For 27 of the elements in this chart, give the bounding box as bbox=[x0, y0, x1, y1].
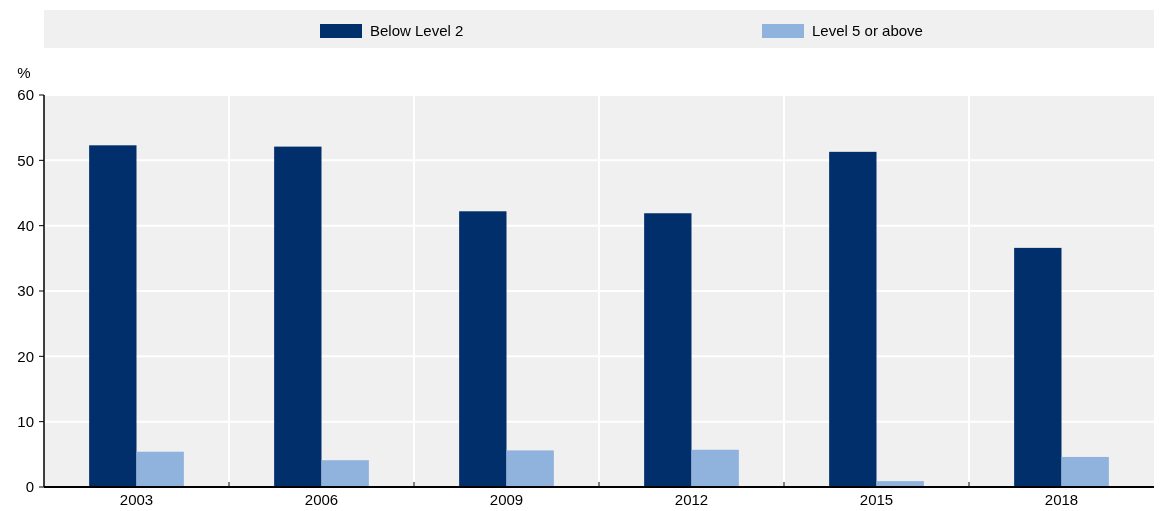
bar bbox=[1014, 247, 1062, 487]
bar bbox=[1061, 456, 1109, 487]
bar bbox=[274, 146, 322, 487]
bar bbox=[89, 145, 137, 487]
y-tick-label: 50 bbox=[17, 151, 34, 169]
bar bbox=[321, 460, 369, 487]
y-axis-title: % bbox=[17, 64, 31, 81]
x-tick-label: 2003 bbox=[119, 491, 154, 508]
bar bbox=[691, 449, 739, 487]
bar bbox=[829, 151, 877, 487]
x-tick-label: 2015 bbox=[859, 491, 894, 508]
legend-label: Below Level 2 bbox=[370, 22, 464, 39]
bar bbox=[644, 213, 692, 487]
y-tick-label: 0 bbox=[25, 478, 34, 496]
y-tick-label: 20 bbox=[17, 347, 34, 365]
legend-label: Level 5 or above bbox=[812, 22, 923, 39]
x-tick-label: 2006 bbox=[304, 491, 339, 508]
y-tick-label: 30 bbox=[17, 282, 34, 300]
y-tick-label: 60 bbox=[17, 86, 34, 104]
bar bbox=[136, 451, 184, 487]
y-tick-label: 40 bbox=[17, 216, 34, 234]
x-tick-label: 2009 bbox=[489, 491, 524, 508]
x-tick-label: 2018 bbox=[1044, 491, 1079, 508]
y-tick-label: 10 bbox=[17, 412, 34, 430]
x-tick-label: 2012 bbox=[674, 491, 709, 508]
bar bbox=[506, 450, 554, 487]
bar bbox=[459, 211, 507, 487]
